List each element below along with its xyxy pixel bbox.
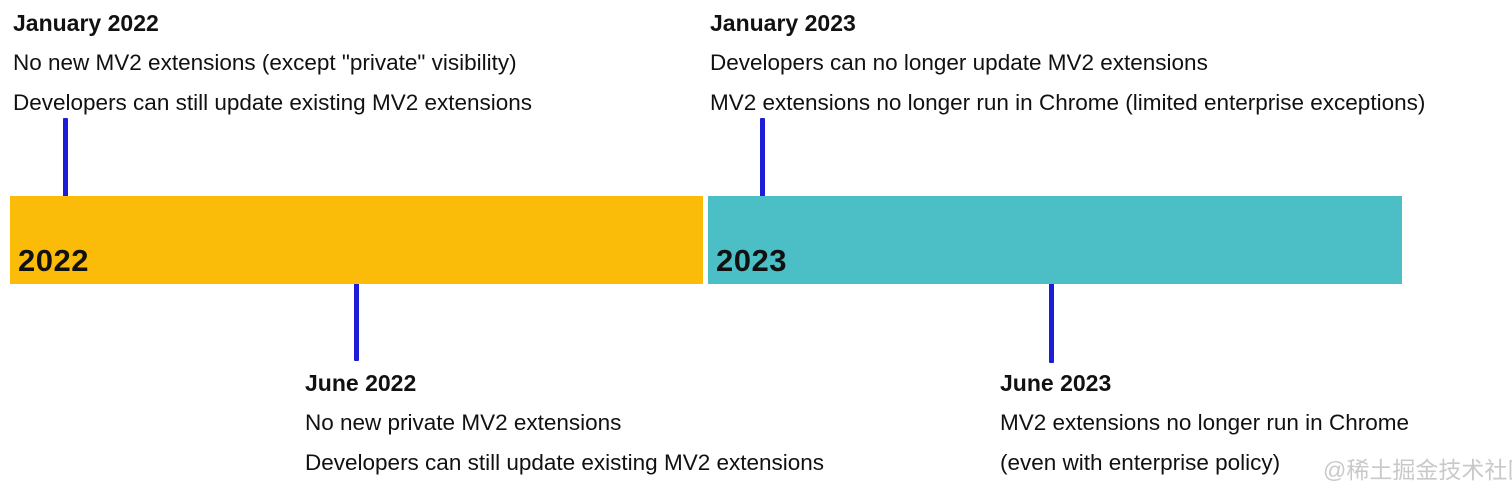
event-detail: Developers can still update existing MV2… (13, 90, 533, 115)
event-detail: MV2 extensions no longer run in Chrome (… (710, 90, 1426, 115)
bar-label-2022: 2022 (18, 243, 89, 278)
connector-line-january-2023 (760, 118, 765, 236)
bar-label-2023: 2023 (716, 243, 787, 278)
watermark: @稀土掘金技术社区 (1323, 457, 1512, 483)
event-title-january-2022: January 2022 (13, 10, 159, 36)
event-note-june-2022: June 2022 No new private MV2 extensions … (305, 363, 824, 483)
connector-line-june-2023 (1049, 234, 1054, 363)
event-title-june-2023: June 2023 (1000, 370, 1112, 396)
event-note-january-2023: January 2023 Developers can no longer up… (710, 3, 1425, 123)
event-title-june-2022: June 2022 (305, 370, 417, 396)
timeline-bar-2022: 2022 (10, 196, 703, 284)
event-detail: No new MV2 extensions (except "private" … (13, 50, 517, 75)
event-detail: Developers can no longer update MV2 exte… (710, 50, 1208, 75)
event-detail: No new private MV2 extensions (305, 410, 622, 435)
connector-line-january-2022 (63, 118, 68, 235)
timeline-bar-2023: 2023 (708, 196, 1402, 284)
event-note-june-2023: June 2023 MV2 extensions no longer run i… (1000, 363, 1409, 483)
event-detail: (even with enterprise policy) (1000, 450, 1281, 475)
event-detail: MV2 extensions no longer run in Chrome (1000, 410, 1409, 435)
event-note-january-2022: January 2022 No new MV2 extensions (exce… (13, 3, 532, 123)
event-detail: Developers can still update existing MV2… (305, 450, 825, 475)
connector-line-june-2022 (354, 234, 359, 361)
event-title-january-2023: January 2023 (710, 10, 856, 36)
